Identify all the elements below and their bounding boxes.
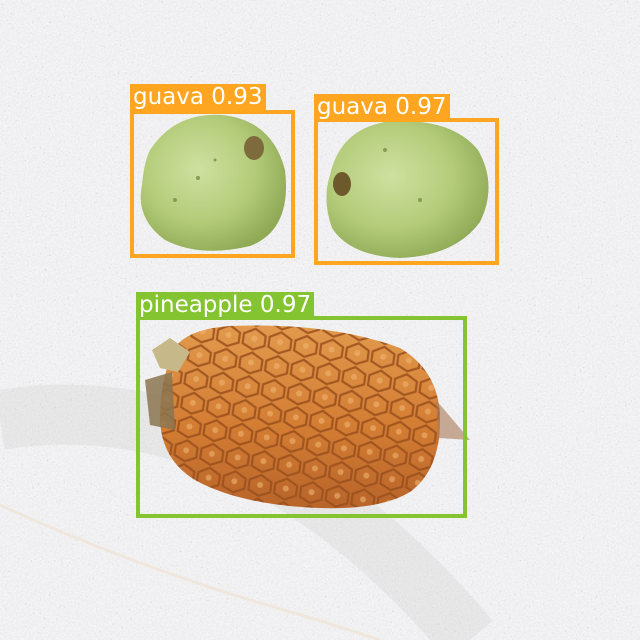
detection-label-pineapple: pineapple 0.97 [136, 292, 315, 318]
detection-score: 0.93 [211, 84, 263, 110]
bounding-box-guava-2 [314, 118, 499, 265]
detection-label-guava-1: guava 0.93 [130, 84, 266, 110]
detection-score: 0.97 [259, 292, 312, 318]
pineapple-fruit [145, 325, 470, 509]
detection-score: 0.97 [395, 94, 447, 120]
bounding-box-pineapple [136, 316, 467, 518]
detection-class: guava [317, 94, 388, 120]
detection-class: guava [133, 84, 204, 110]
guava-fruit-left [140, 114, 286, 251]
bounding-box-guava-1 [130, 110, 295, 258]
straw-line [0, 503, 381, 640]
guava-fruit-right [326, 121, 489, 258]
detection-label-guava-2: guava 0.97 [314, 94, 450, 120]
detection-class: pineapple [139, 292, 253, 318]
